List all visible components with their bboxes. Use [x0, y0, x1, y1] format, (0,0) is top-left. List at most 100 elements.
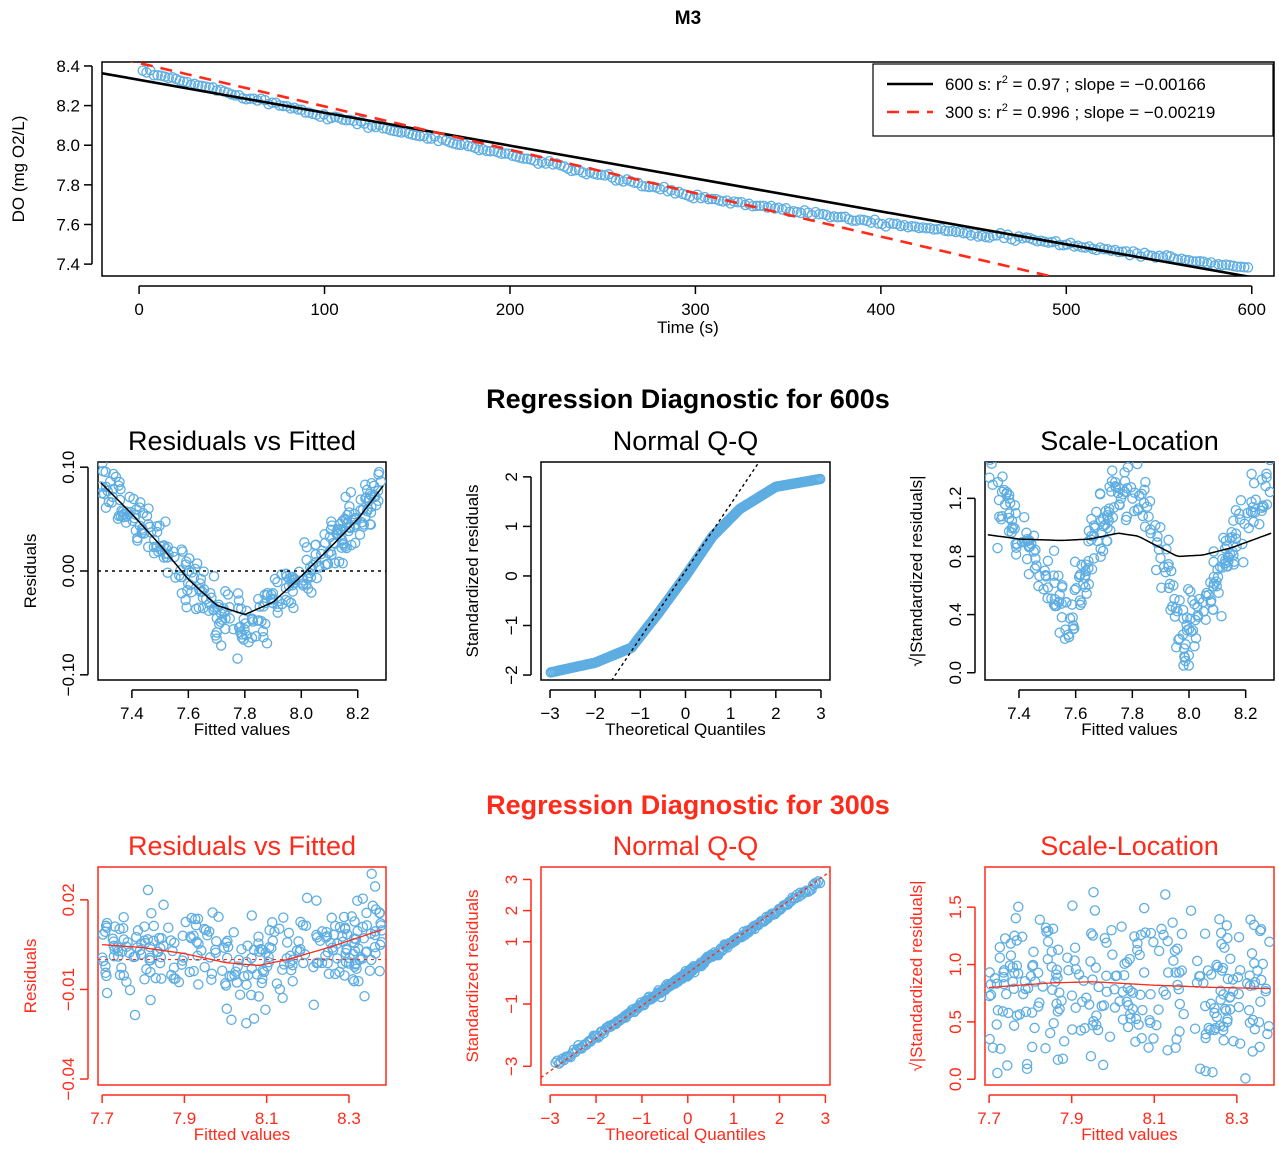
- data-point: [346, 539, 357, 551]
- data-point: [355, 494, 366, 505]
- data-point: [1171, 642, 1182, 653]
- points-group: [98, 868, 386, 1029]
- data-point: [518, 153, 529, 164]
- data-point: [156, 933, 167, 944]
- data-point: [1216, 260, 1228, 271]
- data-point: [1002, 1060, 1013, 1071]
- data-point: [1125, 985, 1136, 997]
- data-point: [206, 592, 217, 604]
- data-point: [1011, 960, 1023, 971]
- data-point: [1160, 889, 1171, 900]
- data-point: [1265, 462, 1274, 466]
- data-point: [913, 222, 925, 234]
- data-point: [1124, 1008, 1136, 1020]
- x-tick-label: 8.0: [1177, 704, 1201, 723]
- data-point: [349, 916, 360, 927]
- fit-line-600: [102, 71, 1253, 276]
- data-point: [991, 978, 1003, 990]
- data-point: [1234, 964, 1246, 976]
- data-point: [985, 462, 995, 466]
- data-point: [1052, 944, 1064, 955]
- data-point: [185, 931, 196, 942]
- data-point: [1026, 1041, 1038, 1053]
- qq-reference-line: [541, 870, 830, 1079]
- data-point: [1064, 613, 1076, 624]
- data-point: [231, 977, 243, 988]
- data-point: [232, 653, 243, 664]
- data-point: [1086, 928, 1097, 939]
- data-point: [992, 1067, 1003, 1079]
- data-point: [258, 601, 269, 612]
- data-point: [1144, 496, 1156, 507]
- data-point: [1176, 965, 1188, 976]
- data-point: [252, 615, 263, 626]
- data-point: [1122, 462, 1134, 473]
- data-point: [1136, 1032, 1147, 1044]
- data-point: [359, 990, 370, 1002]
- data-point: [1006, 523, 1017, 534]
- data-point: [950, 226, 962, 238]
- data-point: [339, 922, 351, 933]
- data-point: [364, 965, 376, 976]
- data-point: [1106, 924, 1117, 936]
- data-point: [1262, 1028, 1273, 1040]
- data-point: [714, 195, 725, 206]
- data-point: [1221, 920, 1233, 931]
- data-point: [226, 1014, 237, 1026]
- data-point: [248, 1013, 260, 1024]
- data-point: [340, 514, 352, 525]
- y-tick-label: 1.2: [946, 487, 965, 511]
- data-point: [754, 200, 766, 211]
- data-point: [211, 633, 222, 644]
- data-point: [155, 541, 166, 552]
- data-point: [1095, 551, 1106, 562]
- data-point: [366, 868, 377, 880]
- data-point: [1042, 555, 1054, 567]
- data-point: [1178, 1008, 1189, 1020]
- data-point: [992, 542, 1003, 554]
- data-point: [1173, 983, 1185, 995]
- data-point: [1255, 923, 1267, 935]
- data-point: [1264, 486, 1274, 498]
- data-point: [1092, 1024, 1104, 1036]
- data-point: [337, 558, 348, 569]
- data-point: [1052, 1054, 1064, 1066]
- y-axis-label: √|Standardized residuals|: [907, 880, 926, 1071]
- data-point: [180, 594, 191, 606]
- data-point: [1127, 493, 1138, 504]
- data-point: [985, 967, 995, 978]
- panel-rvf600: 7.4 7.6 7.8 8.0 8.2 −0.10 0.00 0.10 Fitted value…: [21, 426, 387, 739]
- data-point: [305, 572, 317, 583]
- data-point: [148, 70, 160, 81]
- data-point: [1185, 626, 1197, 638]
- data-point: [1012, 968, 1024, 979]
- data-point: [987, 479, 998, 490]
- data-point: [791, 889, 803, 900]
- data-point: [1086, 513, 1097, 525]
- data-point: [1248, 516, 1259, 528]
- data-point: [154, 957, 166, 969]
- data-point: [320, 559, 331, 571]
- x-tick-label: 7.9: [173, 1109, 197, 1128]
- data-point: [360, 511, 371, 522]
- data-point: [182, 578, 194, 589]
- data-point: [1070, 1002, 1081, 1014]
- y-tick-label: 0.0: [946, 661, 965, 685]
- data-point: [1219, 1003, 1231, 1015]
- data-point: [1230, 528, 1242, 540]
- data-point: [521, 153, 533, 165]
- data-point: [1205, 257, 1217, 268]
- panel-main: 0 100 200 300 400 500 600 7.4 7.6 7.8 8.0 8.2 8.4 Tim…: [9, 57, 1275, 337]
- data-point: [1090, 962, 1102, 973]
- data-point: [1230, 504, 1242, 516]
- x-tick-label: 7.6: [177, 704, 201, 723]
- data-point: [1114, 996, 1125, 1007]
- data-point: [148, 920, 160, 932]
- data-point: [1167, 917, 1178, 928]
- x-tick-label: 100: [310, 300, 338, 319]
- data-point: [367, 900, 379, 912]
- data-point: [329, 557, 341, 569]
- data-point: [1138, 902, 1150, 914]
- data-point: [1218, 1035, 1229, 1046]
- section-title-300: Regression Diagnostic for 300s: [486, 790, 890, 820]
